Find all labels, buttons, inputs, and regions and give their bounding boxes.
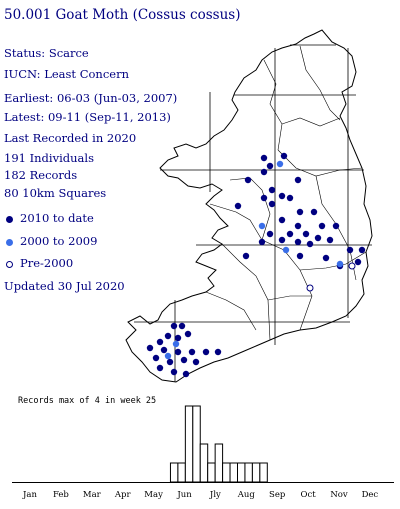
records-count: 182 Records: [4, 168, 78, 182]
month-label: Jan: [23, 490, 37, 500]
histogram-bar: [244, 462, 253, 483]
month-label: Mar: [82, 490, 101, 500]
latest-text: Latest: 09-11 (Sep-11, 2013): [4, 110, 171, 124]
legend-label: Pre-2000: [20, 256, 74, 270]
legend-dot-icon: [6, 260, 13, 268]
histogram-bar: [192, 405, 201, 483]
month-label: Jun: [177, 490, 192, 500]
ireland-outline: [125, 29, 373, 383]
month-label: Feb: [52, 490, 69, 500]
legend-2010-to-date: 2010 to date: [6, 211, 94, 225]
histogram-bar: [222, 462, 231, 483]
histogram-bar: [177, 462, 186, 483]
records-2010-to-date: [146, 152, 366, 378]
histogram-bar: [207, 462, 216, 483]
species-title: 50.001 Goat Moth (Cossus cossus): [4, 7, 241, 23]
histogram-bar: [229, 462, 239, 483]
updated-text: Updated 30 Jul 2020: [4, 279, 125, 293]
month-label: Aug: [237, 490, 255, 500]
histogram-bar: [237, 462, 246, 483]
individuals-count: 191 Individuals: [4, 151, 94, 165]
squares-count: 80 10km Squares: [4, 186, 107, 200]
month-label: Apr: [114, 490, 131, 500]
month-label: Nov: [330, 490, 348, 500]
month-label: Oct: [300, 490, 316, 500]
month-label: May: [144, 490, 163, 500]
status-text: Status: Scarce: [4, 46, 89, 60]
legend-pre-2000: Pre-2000: [6, 256, 73, 270]
last-recorded-text: Last Recorded in 2020: [4, 131, 137, 145]
legend-2000-to-2009: 2000 to 2009: [6, 234, 97, 248]
histogram-bar: [251, 462, 261, 483]
records-2000-to-2009: [164, 160, 344, 360]
month-label: Dec: [361, 490, 379, 500]
iucn-text: IUCN: Least Concern: [4, 67, 129, 81]
month-label: Sep: [269, 490, 286, 500]
legend-label: 2000 to 2009: [20, 234, 98, 248]
legend-dot-icon: [6, 238, 13, 246]
county-boundaries: [205, 45, 367, 341]
histogram-bar: [259, 462, 268, 483]
histogram-bar: [169, 462, 179, 483]
earliest-text: Earliest: 06-03 (Jun-03, 2007): [4, 91, 178, 105]
histogram-bar: [184, 405, 194, 483]
month-label: Jly: [209, 490, 221, 500]
distribution-map: [125, 29, 373, 383]
histogram-caption: Records max of 4 in week 25: [18, 396, 157, 406]
histogram-bar: [199, 443, 209, 483]
weekly-histogram: [12, 405, 394, 483]
legend-dot-icon: [6, 215, 13, 223]
records-pre-2000: [306, 262, 356, 292]
histogram-bar: [214, 443, 224, 483]
legend-label: 2010 to date: [20, 211, 94, 225]
